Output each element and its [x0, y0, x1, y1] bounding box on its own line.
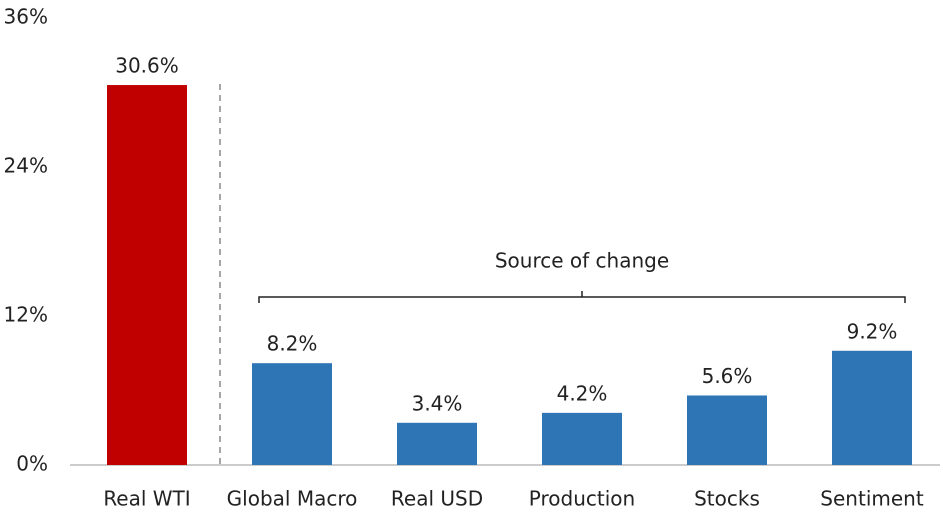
y-tick-label: 12%	[4, 303, 48, 327]
value-label: 9.2%	[847, 319, 898, 343]
y-tick-label: 36%	[4, 5, 48, 29]
bracket	[258, 291, 906, 303]
bar	[252, 363, 332, 465]
x-tick-label: Global Macro	[227, 487, 358, 511]
value-label: 4.2%	[557, 381, 608, 405]
bar	[397, 422, 477, 465]
value-label: 5.6%	[702, 364, 753, 388]
bar	[542, 412, 622, 465]
value-label: 30.6%	[115, 54, 179, 78]
bar	[107, 85, 187, 466]
x-tick-label: Sentiment	[820, 487, 924, 511]
x-tick-label: Real USD	[391, 487, 483, 511]
value-label: 3.4%	[412, 391, 463, 415]
value-label: 8.2%	[267, 332, 318, 356]
x-tick-label: Real WTI	[103, 487, 190, 511]
bar	[832, 350, 912, 465]
y-tick-label: 24%	[4, 154, 48, 178]
bar	[687, 395, 767, 465]
y-tick-label: 0%	[16, 452, 48, 476]
x-tick-label: Production	[529, 487, 635, 511]
annotation: Source of change	[495, 249, 669, 273]
x-tick-label: Stocks	[694, 487, 760, 511]
